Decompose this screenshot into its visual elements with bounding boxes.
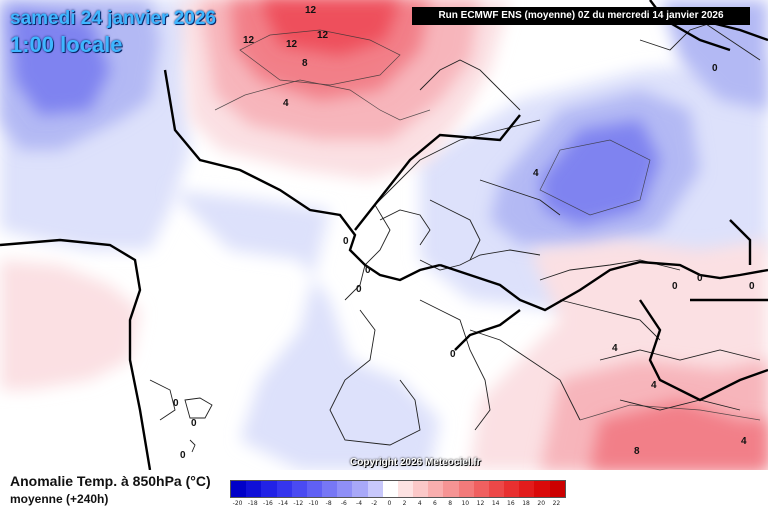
color-scale-swatch [534, 481, 550, 497]
color-scale-tick-label: -14 [278, 500, 289, 507]
contour-label: 12 [243, 35, 255, 46]
contour-labels: 12 12 12 12 8 4 4 0 0 0 0 0 0 0 0 0 0 0 … [173, 5, 755, 461]
color-scale-tick-label: 4 [417, 500, 422, 507]
color-scale-swatch [443, 481, 459, 497]
contour-label: 4 [283, 98, 289, 109]
contour-label: 0 [173, 398, 179, 409]
color-scale-swatch [352, 481, 368, 497]
color-scale-swatch [291, 481, 307, 497]
color-scale-swatch [246, 481, 262, 497]
contour-label: 0 [712, 63, 718, 74]
color-scale-tick-label: 2 [402, 500, 407, 507]
color-scale [230, 480, 566, 498]
contour-label: 0 [749, 281, 755, 292]
color-scale-swatch [382, 481, 398, 497]
color-scale-swatch [261, 481, 277, 497]
color-scale-swatch [413, 481, 429, 497]
contour-label: 4 [533, 168, 539, 179]
color-scale-tick-label: 16 [507, 500, 515, 507]
contour-label: 0 [697, 273, 703, 284]
color-scale-swatch [549, 481, 565, 497]
color-scale-tick-label: -8 [325, 500, 332, 507]
color-scale-tick-label: 12 [476, 500, 485, 507]
color-scale-tick-label: 18 [522, 500, 530, 507]
color-scale-tick-label: -10 [308, 500, 319, 507]
contour-label: 4 [651, 380, 657, 391]
color-scale-tick-label: -18 [247, 500, 258, 507]
color-scale-swatch [473, 481, 489, 497]
contour-label: 0 [365, 265, 371, 276]
color-scale-swatch [306, 481, 323, 497]
cold-anomaly-areas [0, 0, 768, 470]
color-scale-swatch [504, 481, 520, 497]
zero-anomaly-contour [0, 0, 768, 470]
contour-label: 12 [317, 30, 329, 41]
color-scale-swatch [397, 481, 414, 497]
color-scale-tick-label: -2 [371, 500, 378, 507]
legend-panel: Anomalie Temp. à 850hPa (°C) moyenne (+2… [0, 470, 768, 512]
forecast-date: samedi 24 janvier 2026 [10, 8, 216, 29]
color-scale-swatch [488, 481, 505, 497]
color-scale-tick-label: 14 [491, 500, 500, 507]
contour-label: 4 [741, 436, 747, 447]
contour-label: 0 [343, 236, 349, 247]
run-info-banner: Run ECMWF ENS (moyenne) 0Z du mercredi 1… [412, 7, 750, 25]
contour-label: 12 [305, 5, 317, 16]
color-scale-swatch [367, 481, 383, 497]
anomaly-isolines [214, 29, 761, 421]
country-borders [149, 19, 761, 453]
anomaly-map[interactable]: 12 12 12 12 8 4 4 0 0 0 0 0 0 0 0 0 0 0 … [0, 0, 768, 470]
contour-label: 8 [302, 58, 308, 69]
color-scale-swatch [231, 481, 247, 497]
contour-label: 4 [612, 343, 618, 354]
color-scale-tick-label: 0 [387, 500, 392, 507]
color-scale-swatch [337, 481, 353, 497]
contour-label: 12 [286, 39, 298, 50]
color-scale-tick-label: -6 [340, 500, 347, 507]
color-scale-tick-label: 8 [448, 500, 453, 507]
contour-label: 0 [450, 349, 456, 360]
contour-label: 0 [180, 450, 186, 461]
color-scale-tick-label: 22 [552, 500, 561, 507]
legend-title: Anomalie Temp. à 850hPa (°C) [10, 473, 211, 489]
color-scale-tick-label: 6 [433, 500, 437, 507]
color-scale-tick-label: 10 [461, 500, 470, 507]
color-scale-swatch [519, 481, 535, 497]
legend-subtitle: moyenne (+240h) [10, 492, 109, 506]
contour-label: 0 [672, 281, 678, 292]
contour-label: 0 [356, 284, 362, 295]
color-scale-swatch [428, 481, 444, 497]
copyright-text: Copyright 2026 Meteociel.fr [350, 457, 481, 468]
color-scale-swatch [322, 481, 338, 497]
color-scale-tick-label: -20 [232, 500, 243, 507]
color-scale-tick-label: 20 [537, 500, 546, 507]
color-scale-tick-label: -12 [293, 500, 304, 507]
contour-label: 0 [191, 418, 197, 429]
color-scale-swatch [276, 481, 292, 497]
color-scale-swatch [458, 481, 474, 497]
color-scale-tick-label: -16 [263, 500, 273, 507]
contour-label: 8 [634, 446, 640, 457]
forecast-local-time: 1:00 locale [10, 32, 123, 57]
color-scale-tick-label: -4 [356, 500, 363, 507]
color-scale-ticks: -20 -18 -16 -14 -12 -10 -8 -6 -4 -2 0 2 4 6 8 10 12 14 16 1… [230, 500, 564, 510]
